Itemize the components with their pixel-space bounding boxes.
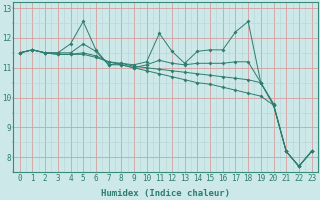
X-axis label: Humidex (Indice chaleur): Humidex (Indice chaleur) <box>101 189 230 198</box>
